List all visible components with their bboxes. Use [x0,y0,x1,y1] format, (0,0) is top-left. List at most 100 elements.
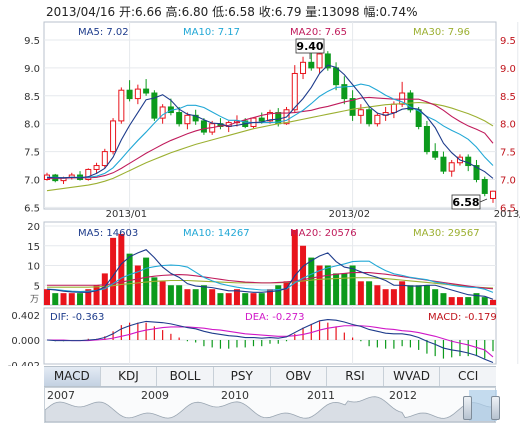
candle-body [85,168,92,180]
candle-body [399,92,406,105]
date-tick-label: 2013/02 [329,209,371,220]
date-tick-label: 2013/03 [494,209,520,220]
volume-bar [300,245,307,305]
timeline-right-handle[interactable] [491,396,500,420]
volume-bar [374,285,381,305]
candle-body [101,151,108,167]
timeline-sparkline [45,396,495,422]
volume-bar [415,285,422,305]
candle-body [134,88,141,100]
candle-body [184,114,191,125]
price-tick-label: 6.5 [24,203,40,214]
volume-tick-label: 5 [34,281,40,292]
dea-label: DEA: -0.273 [245,312,304,323]
volume-bar [465,297,472,305]
volume-axis: 20 15 10 5 [27,222,40,292]
price-tick-label: 8.5 [500,92,516,103]
candle-body [490,190,496,199]
price-tick-label: 9.5 [24,36,40,47]
candle-body [267,112,273,122]
price-tick-label: 9.5 [500,36,516,47]
volume-bar [151,277,158,305]
tab-obv[interactable]: OBV [271,367,328,386]
low-price-label: 6.58 [452,196,479,209]
volume-bar [308,257,315,305]
volume-bar [93,285,100,305]
timeline-year-label: 2011 [307,389,335,402]
date-tick-label: 2013/01 [106,209,148,220]
volume-bar [184,289,191,305]
price-ma-lines [46,64,494,192]
volume-ma-lines [46,249,494,300]
volume-bar [110,237,117,305]
candle-body [374,114,381,125]
candle-body [423,125,430,153]
timeline-left-handle[interactable] [463,396,472,420]
volume-bar [473,293,480,305]
high-marker: 9.40 [295,38,325,59]
price-tick-label: 8.0 [24,120,40,131]
candle-body [316,53,323,69]
dif-label: DIF: -0.363 [50,312,104,323]
volume-tick-label: 10 [27,262,40,273]
tab-boll[interactable]: BOLL [157,367,214,386]
volume-bar [357,281,364,305]
candle-body [390,103,397,114]
macd-tick-label: -0.402 [8,361,40,366]
candle-body [473,165,480,181]
volume-ma5-label: MA5: 14603 [78,228,138,239]
macd-legend: DIF: -0.363 DEA: -0.273 MACD: -0.179 [50,312,497,323]
volume-tick-label: 20 [27,222,40,233]
candle-body [126,89,133,100]
volume-bar [316,265,323,305]
volume-bar [423,285,430,305]
price-ma30-line [46,101,494,192]
tab-rsi[interactable]: RSI [327,367,384,386]
candle-body [300,61,307,74]
tab-macd[interactable]: MACD [44,367,101,386]
price-axis-left: 9.5 9.0 8.5 8.0 7.5 7.0 6.5 [24,36,40,214]
price-ma10-line [47,83,494,179]
volume-unit-label: 万 [30,295,39,305]
volume-tick-label: 15 [27,242,40,253]
volume-bar [291,229,298,305]
price-tick-label: 8.5 [24,92,40,103]
price-tick-label: 7.0 [24,176,40,187]
timeline-year-label: 2007 [47,389,75,402]
candle-body [432,151,439,158]
volume-bar [349,265,356,305]
timeline-year-label: 2009 [141,389,169,402]
price-ma10-label: MA10: 7.17 [183,27,240,38]
tab-psy[interactable]: PSY [214,367,271,386]
volume-bar [456,297,463,305]
volume-bar [448,297,455,305]
volume-ma10-label: MA10: 14267 [183,228,250,239]
volume-bar [250,293,257,305]
price-tick-label: 7.5 [500,148,516,159]
volume-bar [77,293,84,305]
tab-kdj[interactable]: KDJ [101,367,158,386]
candle-body [176,112,183,125]
price-tick-label: 8.0 [500,120,516,131]
candle-body [357,109,364,116]
price-tick-label: 7.0 [500,176,516,187]
volume-bar [440,293,447,305]
timeline-navigator[interactable]: 2007 2009 2010 2011 2012 [44,387,500,423]
candle-body [151,92,158,119]
tab-cci[interactable]: CCI [458,369,479,383]
volume-bar [118,233,125,305]
volume-bar [60,293,67,305]
volume-bar [283,281,290,305]
tab-wvad[interactable]: WVAD [384,367,441,386]
macd-series [46,318,494,364]
candle-body [258,117,265,122]
high-price-label: 9.40 [296,40,323,53]
volume-bar [217,293,224,305]
candle-body [159,106,166,119]
volume-bar [399,281,406,305]
volume-bar [481,297,488,305]
price-axis-right: 9.5 9.0 8.5 8.0 7.5 7.0 6.5 [500,36,516,214]
price-ma20-line [47,96,494,179]
volume-bar [143,257,150,305]
